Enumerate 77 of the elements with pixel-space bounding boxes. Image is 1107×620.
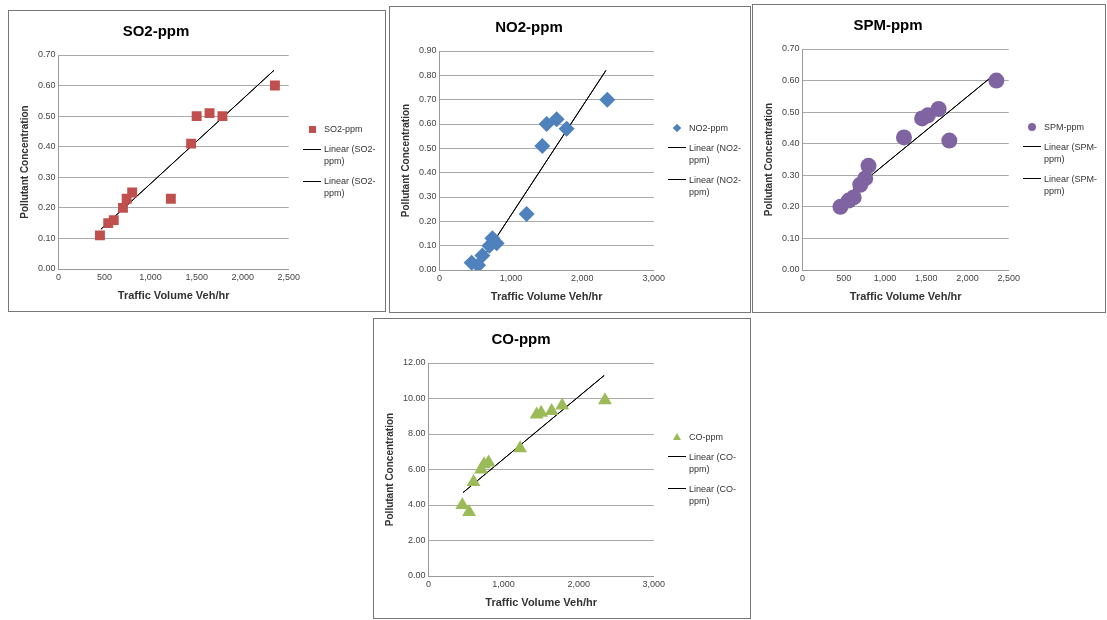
x-tick-label: 2,000 xyxy=(231,271,254,282)
y-axis-title: Pollutant Concentration xyxy=(18,105,30,219)
x-tick-label: 500 xyxy=(97,271,113,282)
x-axis-title: Traffic Volume Veh/hr xyxy=(849,290,963,303)
y-tick-label: 0.70 xyxy=(781,43,800,54)
legend-label: SPM-ppm xyxy=(1044,120,1085,133)
y-tick-label: 0.50 xyxy=(37,110,56,121)
y-tick-label: 0.00 xyxy=(781,264,800,275)
legend-label: Linear (SO2-ppm) xyxy=(324,143,377,167)
y-tick-label: 0.00 xyxy=(418,264,437,275)
y-tick-label: 0.10 xyxy=(418,240,437,251)
x-tick-label: 1,500 xyxy=(914,272,938,283)
legend-label: Linear (CO-ppm) xyxy=(689,450,737,475)
y-axis-title: Pollutant Concentration xyxy=(383,412,395,527)
y-tick-label: 0.20 xyxy=(418,215,437,226)
x-tick-label: 2,000 xyxy=(567,578,590,589)
y-tick-label: 0.80 xyxy=(418,69,437,80)
x-tick-label: 1,000 xyxy=(499,272,523,283)
y-tick-label: 10.00 xyxy=(402,392,426,403)
y-axis-title: Pollutant Concentration xyxy=(399,103,411,218)
x-tick-label: 500 xyxy=(836,272,852,283)
x-tick-label: 0 xyxy=(56,271,62,282)
y-tick-label: 6.00 xyxy=(407,463,426,474)
x-tick-label: 0 xyxy=(426,578,432,589)
x-tick-label: 2,500 xyxy=(997,272,1020,283)
y-tick-label: 0.90 xyxy=(418,45,437,56)
x-tick-label: 1,000 xyxy=(492,578,515,589)
y-tick-label: 0.50 xyxy=(781,106,800,117)
legend-label: CO-ppm xyxy=(689,430,724,443)
x-tick-label: 1,000 xyxy=(139,271,162,282)
chart-title: SO2-ppm xyxy=(122,22,190,40)
x-tick-label: 2,000 xyxy=(956,272,979,283)
y-tick-label: 2.00 xyxy=(407,534,426,545)
y-tick-label: 0.20 xyxy=(37,202,56,213)
chart-title: NO2-ppm xyxy=(495,18,563,36)
x-tick-label: 3,000 xyxy=(642,578,665,589)
y-axis-title: Pollutant Concentration xyxy=(762,102,774,217)
y-tick-label: 0.30 xyxy=(37,171,56,182)
y-tick-label: 0.10 xyxy=(37,232,56,243)
legend-label: Linear (SO2-ppm) xyxy=(324,175,377,199)
y-tick-label: 0.70 xyxy=(418,94,437,105)
x-axis-title: Traffic Volume Veh/hr xyxy=(490,290,604,303)
x-axis-title: Traffic Volume Veh/hr xyxy=(117,289,231,302)
y-tick-label: 0.00 xyxy=(407,570,426,581)
legend-label: Linear (NO2-ppm) xyxy=(689,173,743,198)
chart-title: SPM-ppm xyxy=(853,16,923,34)
legend-label: Linear (CO-ppm) xyxy=(689,482,737,507)
chart-title: CO-ppm xyxy=(491,330,551,348)
legend-label: Linear (SPM-ppm) xyxy=(1044,140,1098,165)
y-tick-label: 0.60 xyxy=(37,80,56,91)
y-tick-label: 0.40 xyxy=(418,167,437,178)
y-tick-label: 8.00 xyxy=(407,428,426,439)
y-tick-label: 0.30 xyxy=(418,191,437,202)
legend-label: NO2-ppm xyxy=(689,121,729,134)
y-tick-label: 0.30 xyxy=(781,169,800,180)
y-tick-label: 0.70 xyxy=(37,49,56,60)
y-tick-label: 4.00 xyxy=(407,499,426,510)
x-tick-label: 1,000 xyxy=(873,272,897,283)
x-tick-label: 2,500 xyxy=(277,271,300,282)
y-tick-label: 0.40 xyxy=(37,141,56,152)
y-tick-label: 0.50 xyxy=(418,142,437,153)
x-axis-title: Traffic Volume Veh/hr xyxy=(485,596,598,609)
y-tick-label: 0.20 xyxy=(781,201,800,212)
x-tick-label: 0 xyxy=(437,272,443,283)
x-tick-label: 1,500 xyxy=(185,271,208,282)
x-tick-label: 2,000 xyxy=(571,272,594,283)
y-tick-label: 0.60 xyxy=(781,75,800,86)
y-tick-label: 0.60 xyxy=(418,118,437,129)
y-tick-label: 0.40 xyxy=(781,138,800,149)
legend-label: SO2-ppm xyxy=(324,123,364,135)
legend-label: Linear (SPM-ppm) xyxy=(1044,172,1098,197)
x-tick-label: 3,000 xyxy=(642,272,665,283)
y-tick-label: 0.00 xyxy=(37,263,56,274)
x-tick-label: 0 xyxy=(800,272,806,283)
y-tick-label: 12.00 xyxy=(402,357,426,368)
legend-label: Linear (NO2-ppm) xyxy=(689,141,743,166)
y-tick-label: 0.10 xyxy=(781,232,800,243)
